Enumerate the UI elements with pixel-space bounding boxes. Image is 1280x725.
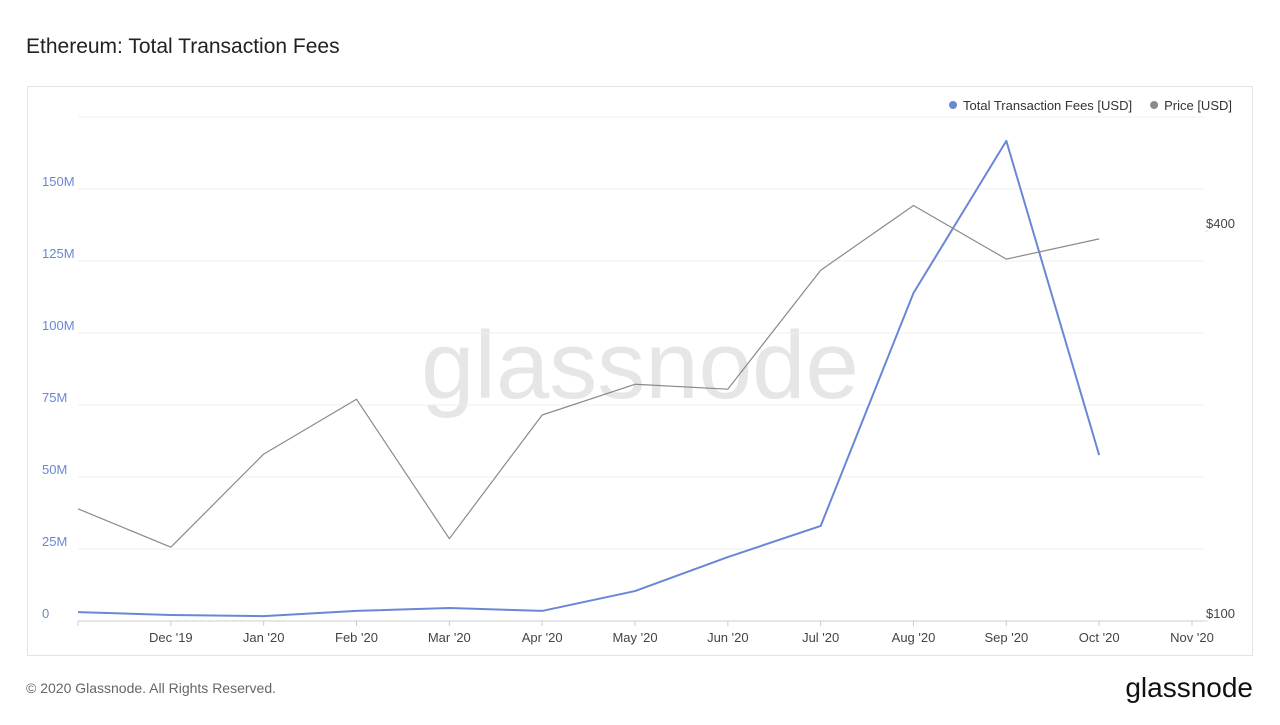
x-tick-label: Jul '20 — [802, 630, 839, 645]
legend-marker — [1150, 101, 1159, 109]
y-tick-label: 25M — [42, 534, 67, 549]
chart-panel — [27, 86, 1253, 656]
x-tick-label: May '20 — [612, 630, 657, 645]
x-tick-label: Aug '20 — [892, 630, 936, 645]
watermark: glassnode — [421, 312, 859, 419]
x-tick-label: Jun '20 — [707, 630, 749, 645]
y2-tick-label: $100 — [1206, 606, 1235, 621]
legend-label: Price [USD] — [1164, 98, 1232, 113]
x-tick-label: Apr '20 — [522, 630, 563, 645]
legend-marker — [949, 101, 958, 109]
x-tick-label: Mar '20 — [428, 630, 471, 645]
x-tick-label: Jan '20 — [243, 630, 285, 645]
x-tick-label: Dec '19 — [149, 630, 193, 645]
y-tick-label: 75M — [42, 390, 67, 405]
x-tick-label: Nov '20 — [1170, 630, 1214, 645]
series-line — [77, 139, 1101, 618]
logo: glassnode — [1125, 672, 1253, 703]
copyright: © 2020 Glassnode. All Rights Reserved. — [26, 680, 276, 696]
y-tick-label: 125M — [42, 246, 75, 261]
y-tick-label: 150M — [42, 174, 75, 189]
chart-title: Ethereum: Total Transaction Fees — [26, 35, 340, 58]
x-tick-label: Sep '20 — [984, 630, 1028, 645]
legend-label: Total Transaction Fees [USD] — [963, 98, 1132, 113]
x-tick-label: Feb '20 — [335, 630, 378, 645]
y2-tick-label: $400 — [1206, 216, 1235, 231]
y-tick-label: 0 — [42, 606, 49, 621]
series-line — [77, 204, 1100, 548]
y-tick-label: 50M — [42, 462, 67, 477]
y-tick-label: 100M — [42, 318, 75, 333]
x-tick-label: Oct '20 — [1079, 630, 1120, 645]
